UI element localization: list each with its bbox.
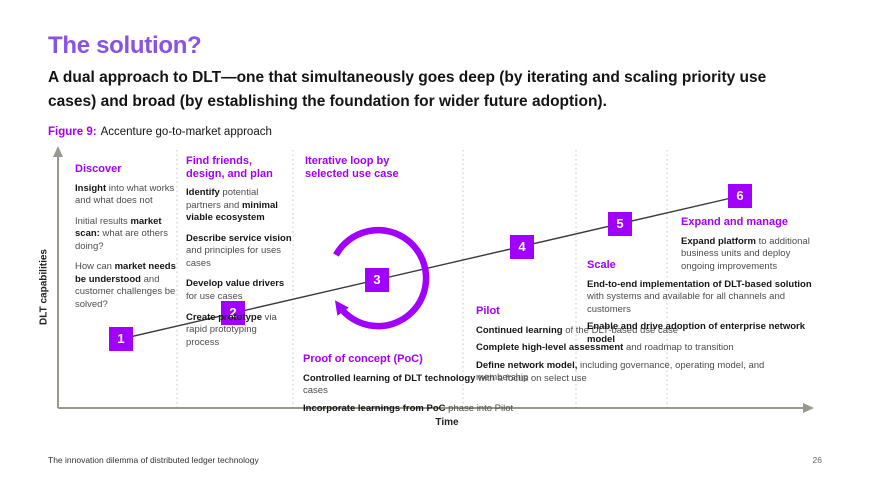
- section-title: Discover: [75, 163, 122, 175]
- section-item: Controlled learning of DLT technology wi…: [303, 372, 587, 397]
- section-item: Develop value drivers for use cases: [186, 278, 285, 302]
- page-title: The solution?: [48, 32, 202, 59]
- section-iterative-loop: Iterative loop by selected use case: [305, 155, 413, 187]
- section-item: Describe service vision and principles f…: [186, 232, 292, 269]
- step-marker-1: 1: [109, 327, 133, 351]
- section-pilot: Pilot Continued learning of the DLT-base…: [476, 305, 806, 390]
- step-marker-3: 3: [365, 268, 389, 292]
- section-title: Find friends, design, and plan: [186, 155, 273, 180]
- step-marker-5: 5: [608, 212, 632, 236]
- y-axis-arrow: [53, 146, 63, 408]
- section-discover: Discover Insight into what works and wha…: [75, 163, 177, 319]
- iteration-loop-arrow-icon: [333, 226, 430, 330]
- figure-caption: Accenture go-to-market approach: [100, 126, 272, 138]
- x-axis-label: Time: [435, 417, 459, 428]
- section-item: Insight into what works and what does no…: [75, 182, 175, 207]
- section-item: Create prototype via rapid prototyping p…: [186, 311, 277, 348]
- section-item: Identify potential partners and minimal …: [186, 187, 278, 224]
- x-axis-arrow: [58, 403, 814, 413]
- section-title: Pilot: [476, 305, 500, 317]
- section-item: Expand platform to additional business u…: [681, 235, 810, 272]
- section-item: Initial results market scan: what are ot…: [75, 215, 168, 252]
- section-expand: Expand and manage Expand platform to add…: [681, 216, 819, 281]
- section-item: Continued learning of the DLT-based use …: [476, 324, 679, 336]
- step-marker-2: 2: [221, 301, 245, 325]
- section-poc: Proof of concept (PoC) Controlled learni…: [303, 353, 603, 420]
- footer-page-number: 26: [812, 455, 822, 465]
- step-marker-6: 6: [728, 184, 752, 208]
- step-marker-4: 4: [510, 235, 534, 259]
- section-item: Complete high-level assessment and roadm…: [476, 342, 734, 354]
- section-title: Proof of concept (PoC): [303, 353, 423, 365]
- section-item: Enable and drive adoption of enterprise …: [587, 321, 806, 345]
- y-axis-label: DLT capabilities: [38, 249, 50, 325]
- figure-caption-line: Figure 9: Accenture go-to-market approach: [48, 126, 272, 138]
- section-item: End-to-end implementation of DLT-based s…: [587, 278, 812, 315]
- page-subtitle: A dual approach to DLT—one that simultan…: [48, 69, 767, 111]
- section-item: Incorporate learnings from PoC phase int…: [303, 402, 514, 414]
- section-title: Iterative loop by selected use case: [305, 155, 399, 180]
- section-item: How can market needs be understood and c…: [75, 261, 176, 310]
- section-title: Expand and manage: [681, 216, 788, 228]
- footer-document-title: The innovation dilemma of distributed le…: [48, 455, 259, 465]
- section-find-friends: Find friends, design, and plan Identify …: [186, 155, 292, 357]
- figure-label: Figure 9:: [48, 126, 97, 138]
- section-item: Define network model, including governan…: [476, 359, 765, 384]
- section-title: Scale: [587, 259, 616, 271]
- section-scale: Scale End-to-end implementation of DLT-b…: [587, 259, 822, 351]
